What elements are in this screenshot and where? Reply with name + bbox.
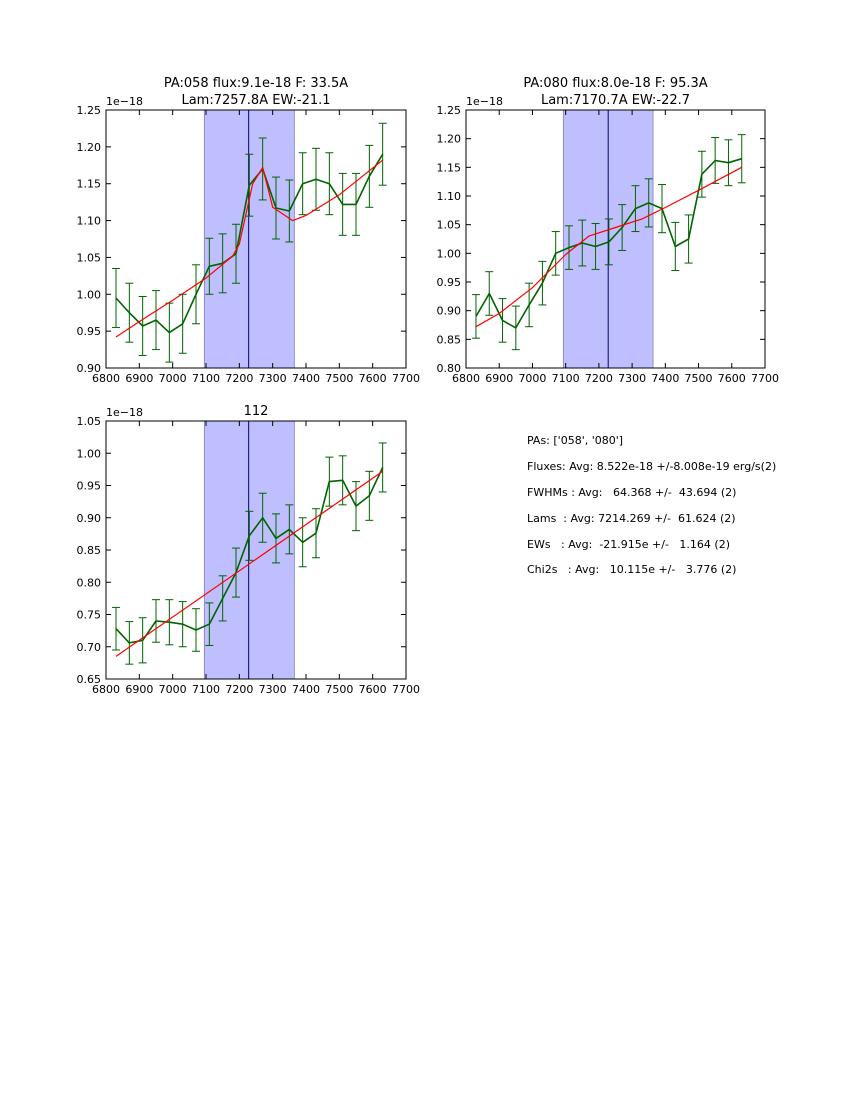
x-tick-label: 7600: [359, 372, 387, 385]
x-tick-label: 7000: [159, 372, 187, 385]
y-tick-label: 0.85: [437, 333, 462, 346]
y-tick-label: 1.05: [77, 415, 102, 428]
y-tick-label: 1.00: [77, 288, 102, 301]
chart-panel-2: 6800 6900 7000 7100 7200 7300 7400 7500 7600 7700…: [437, 76, 780, 385]
series-line-fit: [475, 166, 742, 328]
x-tick-label: 7300: [259, 683, 287, 696]
x-tick-label: 7500: [685, 372, 713, 385]
series-line-data: [115, 467, 384, 644]
series-line-fit: [115, 470, 384, 657]
x-tick-label: 7100: [552, 372, 580, 385]
y-tick-label: 0.90: [437, 305, 462, 318]
x-tick-label: 7000: [159, 683, 187, 696]
x-tick-label: 7500: [325, 683, 353, 696]
summary-lams: Lams : Avg: 7214.269 +/- 61.624 (2): [527, 512, 736, 525]
x-tick-label: 7300: [259, 372, 287, 385]
y-tick-label: 1.25: [437, 104, 462, 117]
y-tick-label: 0.70: [77, 641, 102, 654]
x-tick-label: 7700: [392, 372, 420, 385]
x-tick-label: 7200: [225, 372, 253, 385]
y-tick-label: 0.65: [77, 673, 102, 686]
chart-title-line-1: 112: [244, 404, 269, 419]
series-line-data: [475, 157, 742, 329]
x-tick-label: 7200: [225, 683, 253, 696]
x-tick-label: 7400: [292, 683, 320, 696]
y-tick-label: 0.90: [77, 362, 102, 375]
x-tick-label: 7600: [359, 683, 387, 696]
y-offset-label: 1e−18: [466, 95, 503, 108]
x-tick-label: 6800: [92, 372, 120, 385]
chart-panel-3: 6800 6900 7000 7100 7200 7300 7400 7500 7600 7700…: [77, 404, 421, 696]
y-tick-label: 1.05: [77, 251, 102, 264]
summary-fluxes: Fluxes: Avg: 8.522e-18 +/-8.008e-19 erg/…: [527, 460, 777, 473]
y-tick-label: 1.05: [437, 219, 462, 232]
chart-panel-1: 6800 6900 7000 7100 7200 7300 7400 7500 7600 7700…: [77, 76, 421, 385]
chart-title-line-1: PA:080 flux:8.0e-18 F: 95.3A: [523, 76, 707, 91]
y-tick-label: 1.20: [77, 141, 102, 154]
summary-fwhms: FWHMs : Avg: 64.368 +/- 43.694 (2): [527, 486, 737, 499]
y-tick-label: 1.25: [77, 104, 102, 117]
x-tick-label: 7400: [651, 372, 679, 385]
chart-title-line-2: Lam:7257.8A EW:-21.1: [181, 93, 330, 108]
x-tick-label: 7200: [585, 372, 613, 385]
chart-title-line-1: PA:058 flux:9.1e-18 F: 33.5A: [164, 76, 348, 91]
y-tick-label: 1.15: [77, 178, 102, 191]
y-tick-label: 1.15: [437, 161, 462, 174]
y-tick-label: 0.75: [77, 609, 102, 622]
x-tick-label: 7100: [192, 683, 220, 696]
y-tick-label: 1.10: [437, 190, 462, 203]
summary-ews: EWs : Avg: -21.915e +/- 1.164 (2): [527, 538, 730, 551]
y-tick-label: 0.90: [77, 512, 102, 525]
y-tick-label: 0.80: [77, 576, 102, 589]
summary-chi2s: Chi2s : Avg: 10.115e +/- 3.776 (2): [527, 563, 737, 576]
y-tick-label: 0.95: [77, 480, 102, 493]
y-tick-label: 1.00: [77, 447, 102, 460]
x-tick-label: 7100: [192, 372, 220, 385]
y-offset-label: 1e−18: [106, 95, 143, 108]
x-tick-label: 6900: [125, 683, 153, 696]
y-tick-label: 1.20: [437, 133, 462, 146]
plot-frame: [465, 109, 766, 369]
x-tick-label: 6900: [485, 372, 513, 385]
y-tick-label: 0.95: [437, 276, 462, 289]
y-tick-label: 1.00: [437, 247, 462, 260]
y-tick-label: 1.10: [77, 215, 102, 228]
series-line-fit: [115, 159, 384, 338]
plot-frame: [105, 109, 407, 369]
y-tick-label: 0.95: [77, 325, 102, 338]
x-tick-label: 7700: [751, 372, 779, 385]
x-tick-label: 7600: [718, 372, 746, 385]
y-offset-label: 1e−18: [106, 406, 143, 419]
x-tick-label: 7300: [618, 372, 646, 385]
x-tick-label: 7700: [392, 683, 420, 696]
x-tick-label: 6800: [452, 372, 480, 385]
x-tick-label: 6900: [125, 372, 153, 385]
fit-window-band: [203, 109, 295, 369]
x-tick-label: 7400: [292, 372, 320, 385]
x-tick-label: 6800: [92, 683, 120, 696]
x-tick-label: 7000: [518, 372, 546, 385]
summary-pas: PAs: ['058', '080']: [527, 434, 624, 447]
x-tick-label: 7500: [325, 372, 353, 385]
series-line-data: [115, 153, 384, 334]
y-tick-label: 0.80: [437, 362, 462, 375]
y-tick-label: 0.85: [77, 544, 102, 557]
chart-title-line-2: Lam:7170.7A EW:-22.7: [541, 93, 690, 108]
